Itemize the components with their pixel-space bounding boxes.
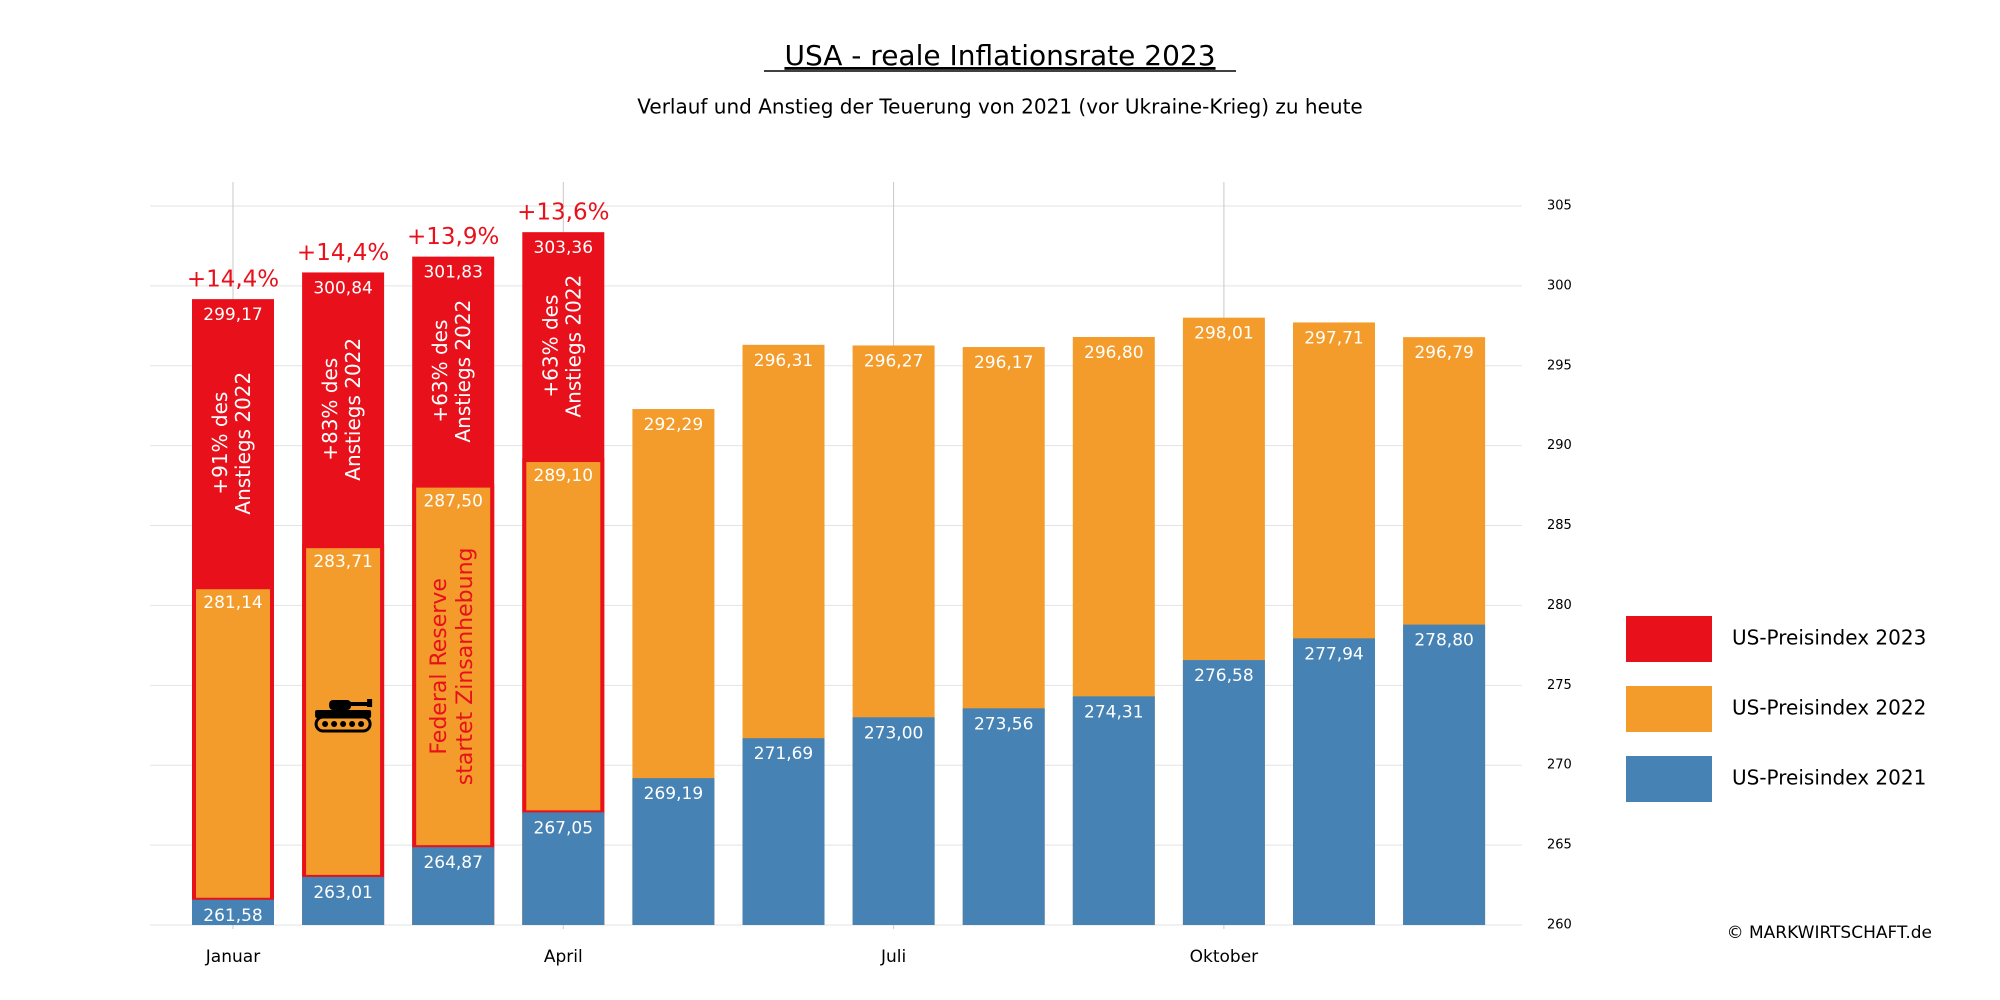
- tank-wheel: [322, 721, 329, 727]
- bar: [412, 847, 495, 925]
- tank-gun: [349, 702, 372, 706]
- highlight-box: [412, 483, 495, 850]
- growth-label: +14,4%: [297, 240, 389, 266]
- value-label: 296,31: [754, 351, 813, 371]
- legend-swatch: [1626, 756, 1712, 802]
- bar: [962, 708, 1045, 925]
- value-label: 278,80: [1414, 631, 1473, 651]
- bar: [1072, 696, 1155, 925]
- value-label: 261,58: [203, 906, 262, 926]
- value-label: 273,00: [864, 723, 923, 743]
- note-line: Federal Reserve: [427, 578, 452, 755]
- growth-label: +14,4%: [187, 267, 279, 293]
- bar: [302, 546, 385, 925]
- x-tick-label: April: [544, 947, 583, 967]
- value-label: 297,71: [1304, 328, 1363, 348]
- note: Federal Reserve startet Zinsanhebung: [427, 548, 478, 786]
- source: © MARKWIRTSCHAFT.de: [1727, 923, 1932, 943]
- tank-wheel: [331, 721, 338, 727]
- x-tick-label: Oktober: [1190, 947, 1259, 967]
- legend-label: US-Preisindex 2021: [1732, 766, 1926, 790]
- value-label: 301,83: [423, 263, 482, 283]
- value-label: 274,31: [1084, 702, 1143, 722]
- tank-wheel: [349, 721, 356, 727]
- value-label: 298,01: [1194, 324, 1253, 344]
- y-tick-label: 305: [1547, 198, 1572, 213]
- value-label: 271,69: [754, 744, 813, 764]
- bar: [1182, 660, 1265, 925]
- tank-wheel: [358, 721, 365, 727]
- share-label-line: Anstiegs 2022: [561, 275, 585, 418]
- y-tick-label: 260: [1547, 918, 1572, 933]
- y-tick-label: 300: [1547, 278, 1572, 293]
- share-label-line: +83% des: [318, 358, 342, 461]
- value-label: 289,10: [534, 466, 593, 486]
- legend-label: US-Preisindex 2022: [1732, 696, 1926, 720]
- tank-wheel: [340, 721, 347, 727]
- value-label: 269,19: [644, 784, 703, 804]
- bar: [192, 899, 274, 925]
- y-tick-label: 295: [1547, 358, 1572, 373]
- bar: [302, 876, 385, 925]
- value-label: 281,14: [203, 593, 262, 613]
- bar: [632, 778, 715, 925]
- legend-label: US-Preisindex 2023: [1732, 626, 1926, 650]
- bar: [852, 717, 935, 925]
- bar: [1403, 624, 1486, 925]
- share-label-line: +63% des: [538, 295, 562, 398]
- tank-turret: [329, 700, 352, 710]
- value-label: 263,01: [313, 883, 372, 903]
- bar: [1293, 638, 1375, 925]
- share-label-line: +91% des: [208, 392, 232, 495]
- value-label: 283,71: [313, 552, 372, 572]
- y-tick-label: 265: [1547, 838, 1572, 853]
- share-label: +63% des Anstiegs 2022: [428, 300, 475, 443]
- legend-swatch: [1626, 616, 1712, 662]
- y-tick-label: 285: [1547, 518, 1572, 533]
- y-tick-label: 290: [1547, 438, 1572, 453]
- share-label-line: Anstiegs 2022: [341, 338, 365, 481]
- growth-label: +13,9%: [407, 224, 499, 250]
- share-label-line: Anstiegs 2022: [451, 300, 475, 443]
- chart-subtitle: Verlauf und Anstieg der Teuerung von 202…: [637, 95, 1362, 119]
- tank-gun-tip: [367, 699, 373, 707]
- share-label: +63% des Anstiegs 2022: [538, 275, 585, 418]
- share-label-line: Anstiegs 2022: [231, 372, 255, 515]
- y-tick-label: 275: [1547, 678, 1572, 693]
- x-tick-label: Januar: [205, 947, 260, 967]
- value-label: 296,27: [864, 351, 923, 371]
- value-label: 296,79: [1414, 343, 1473, 363]
- value-label: 273,56: [974, 714, 1033, 734]
- value-label: 287,50: [423, 492, 482, 512]
- legend-swatch: [1626, 686, 1712, 732]
- note-line: startet Zinsanhebung: [453, 548, 478, 786]
- y-tick-label: 270: [1547, 758, 1572, 773]
- bar: [192, 587, 274, 925]
- value-label: 292,29: [644, 415, 703, 435]
- x-tick-label: Juli: [880, 947, 906, 967]
- y-tick-label: 280: [1547, 598, 1572, 613]
- share-label: +83% des Anstiegs 2022: [318, 338, 365, 481]
- tank-icon: [314, 699, 373, 733]
- bar: [742, 738, 825, 925]
- value-label: 296,17: [974, 353, 1033, 373]
- value-label: 296,80: [1084, 343, 1143, 363]
- bar: [522, 812, 605, 925]
- value-label: 264,87: [423, 853, 482, 873]
- growth-label: +13,6%: [517, 200, 609, 226]
- tank-track: [314, 715, 372, 733]
- value-label: 299,17: [203, 305, 262, 325]
- share-label: +91% des Anstiegs 2022: [208, 372, 255, 515]
- value-label: 276,58: [1194, 666, 1253, 686]
- share-label-line: +63% des: [428, 320, 452, 423]
- value-label: 303,36: [534, 238, 593, 258]
- value-label: 277,94: [1304, 644, 1363, 664]
- chart-title: USA - reale Inflationsrate 2023: [784, 39, 1215, 72]
- value-label: 267,05: [534, 818, 593, 838]
- value-label: 300,84: [313, 278, 372, 298]
